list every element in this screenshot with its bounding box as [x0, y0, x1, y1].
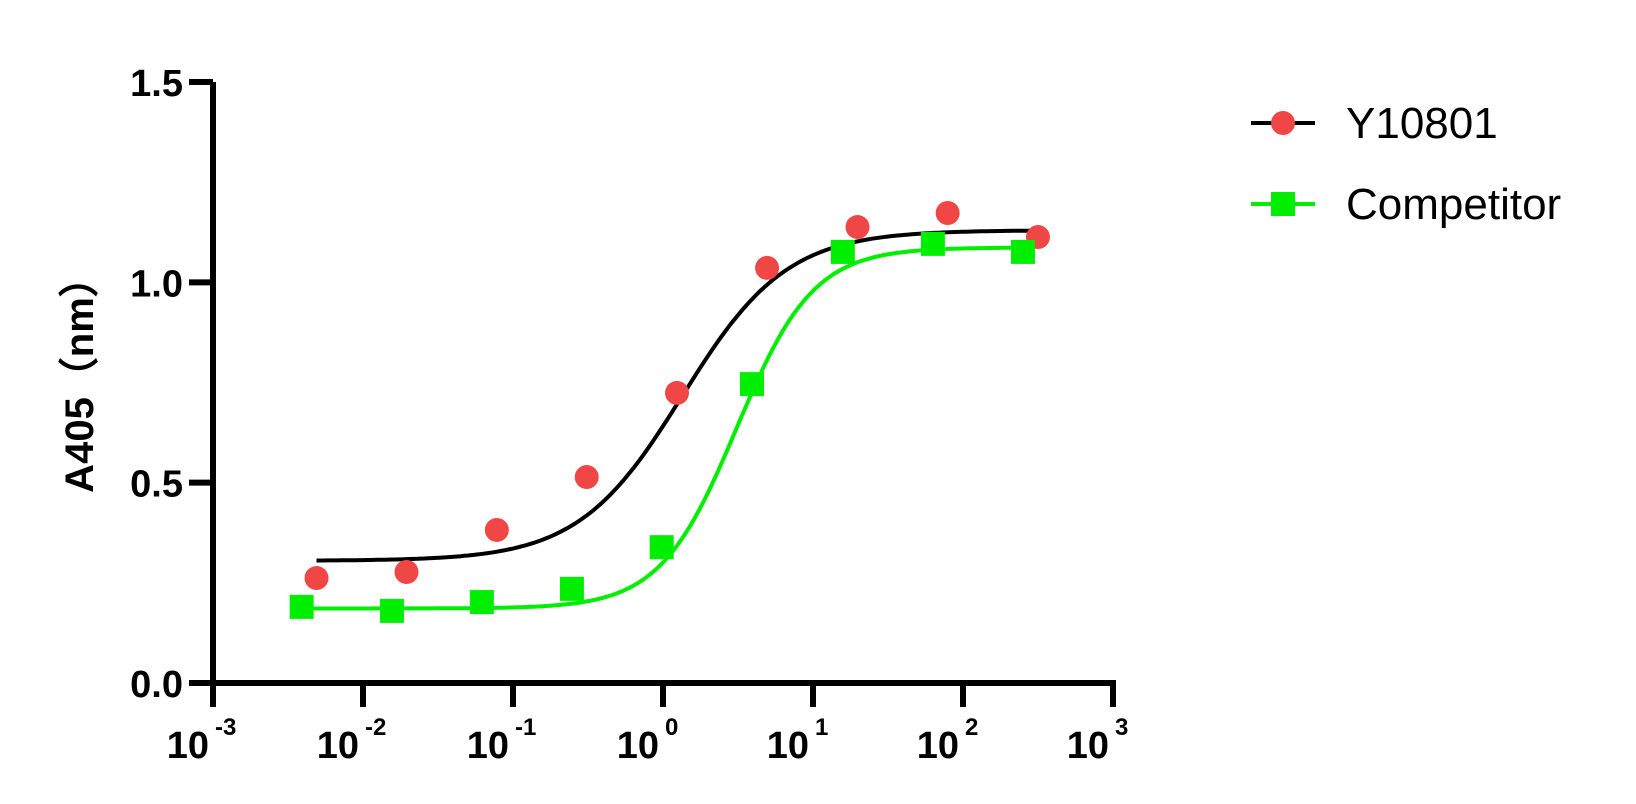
x-tick-label: 10 1	[767, 714, 829, 767]
svg-text:1: 1	[815, 714, 828, 741]
legend-label-y10801: Y10801	[1346, 99, 1498, 148]
data-point	[830, 239, 855, 264]
y-axis-label: A405（nm）	[58, 257, 102, 493]
data-point	[469, 590, 494, 615]
data-point	[289, 594, 314, 619]
y-tick-label: 0.5	[130, 464, 183, 506]
svg-text:-2: -2	[365, 714, 386, 741]
data-point	[755, 255, 780, 280]
svg-text:10: 10	[917, 725, 959, 767]
y-tick-label: 0.0	[130, 664, 183, 706]
legend-label-competitor: Competitor	[1346, 180, 1561, 229]
svg-text:3: 3	[1115, 714, 1128, 741]
data-point	[1010, 239, 1035, 264]
x-tick-label: 10 -3	[167, 714, 237, 767]
x-tick-label: 10 2	[917, 714, 979, 767]
data-point	[649, 535, 674, 560]
svg-text:10: 10	[1067, 725, 1109, 767]
data-point	[394, 560, 419, 585]
svg-text:10: 10	[317, 725, 359, 767]
data-point	[379, 598, 404, 623]
axes: 0.00.51.01.510 -3 10 -2 10 -1 10 0 10 1 10 2 10 3	[130, 63, 1128, 767]
data-point	[304, 566, 329, 591]
legend-item-y10801: Y10801	[1251, 99, 1498, 148]
data-point	[665, 380, 690, 405]
x-tick-label: 10 3	[1067, 714, 1129, 767]
data-point	[739, 372, 764, 397]
data-point	[559, 576, 584, 601]
data-point	[845, 215, 870, 240]
x-tick-label: 10 -1	[467, 714, 537, 767]
data-point	[574, 465, 599, 490]
y-tick-label: 1.0	[130, 263, 183, 305]
data-point	[935, 201, 960, 226]
circle-marker-icon	[1271, 111, 1295, 135]
y-tick-label: 1.5	[130, 63, 183, 105]
svg-text:-3: -3	[215, 714, 236, 741]
svg-text:0: 0	[665, 714, 678, 741]
square-marker-icon	[1271, 192, 1295, 216]
svg-text:2: 2	[965, 714, 978, 741]
x-tick-label: 10 0	[617, 714, 679, 767]
y-axis-title: A405（nm）	[58, 257, 102, 493]
svg-text:10: 10	[467, 725, 509, 767]
legend: Y10801 Competitor	[1251, 99, 1561, 229]
x-tick-label: 10 -2	[317, 714, 387, 767]
svg-text:-1: -1	[515, 714, 536, 741]
svg-text:10: 10	[767, 725, 809, 767]
svg-text:10: 10	[617, 725, 659, 767]
fit-curve-competitor	[301, 245, 1023, 611]
legend-item-competitor: Competitor	[1251, 180, 1561, 229]
data-point	[484, 517, 509, 542]
data-markers	[289, 201, 1050, 623]
svg-text:10: 10	[167, 725, 209, 767]
data-point	[920, 231, 945, 256]
